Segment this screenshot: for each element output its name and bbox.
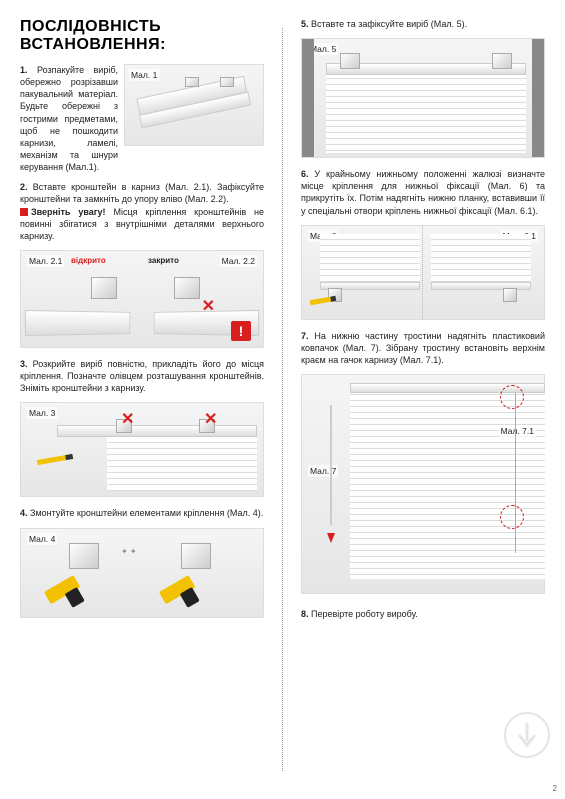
figure-2: Мал. 2.1 Мал. 2.2 відкрито закрито ✕ ! bbox=[20, 250, 264, 348]
step-6: 6. У крайньому нижньому положенні жалюзі… bbox=[301, 168, 545, 217]
warning-label: Зверніть увагу! bbox=[31, 207, 106, 217]
open-label: відкрито bbox=[71, 256, 106, 265]
step-7: 7. На нижню частину тростини надягніть п… bbox=[301, 330, 545, 366]
right-column: 5. Вставте та зафіксуйте виріб (Мал. 5).… bbox=[301, 18, 545, 781]
step-8-num: 8. bbox=[301, 609, 309, 619]
fig-7-label: Мал. 7 bbox=[308, 465, 338, 477]
figure-3: Мал. 3 ✕ ✕ bbox=[20, 402, 264, 497]
step-5: 5. Вставте та зафіксуйте виріб (Мал. 5). bbox=[301, 18, 545, 30]
step-1-text: Розпакуйте виріб, обережно розрізавши па… bbox=[20, 65, 118, 172]
alert-icon: ! bbox=[231, 321, 251, 341]
watermark-icon bbox=[503, 711, 551, 759]
column-divider bbox=[282, 28, 283, 771]
x-mark-icon: ✕ bbox=[204, 409, 217, 429]
left-column: ПОСЛІДОВНІСТЬ ВСТАНОВЛЕННЯ: 1. Розпакуйт… bbox=[20, 18, 264, 781]
fig-21-label: Мал. 2.1 bbox=[27, 255, 64, 267]
page-number: 2 bbox=[553, 784, 557, 793]
detail-callout bbox=[500, 505, 524, 529]
step-4-num: 4. bbox=[20, 508, 28, 518]
step-6-text: У крайньому нижньому положенні жалюзі ви… bbox=[301, 169, 545, 215]
step-3-text: Розкрийте виріб повністю, прикладіть йог… bbox=[20, 359, 264, 393]
step-7-text: На нижню частину тростини надягніть плас… bbox=[301, 331, 545, 365]
figure-1: Мал. 1 bbox=[124, 64, 264, 146]
step-8-text: Перевірте роботу виробу. bbox=[311, 609, 418, 619]
step-6-num: 6. bbox=[301, 169, 309, 179]
figure-6: Мал. 6 Мал. 6.1 bbox=[301, 225, 545, 320]
x-mark-icon: ✕ bbox=[202, 296, 215, 316]
fig-22-label: Мал. 2.2 bbox=[220, 255, 257, 267]
step-3-num: 3. bbox=[20, 359, 28, 369]
page-title: ПОСЛІДОВНІСТЬ ВСТАНОВЛЕННЯ: bbox=[20, 18, 264, 54]
drill-icon bbox=[37, 573, 90, 620]
step-1-num: 1. bbox=[20, 65, 28, 75]
close-label: закрито bbox=[148, 256, 179, 265]
step-7-num: 7. bbox=[301, 331, 309, 341]
fig-4-label: Мал. 4 bbox=[27, 533, 57, 545]
warning-icon bbox=[20, 208, 28, 216]
step-3: 3. Розкрийте виріб повністю, прикладіть … bbox=[20, 358, 264, 394]
step-4: 4. Змонтуйте кронштейни елементами кріпл… bbox=[20, 507, 264, 519]
drill-icon bbox=[152, 573, 205, 620]
x-mark-icon: ✕ bbox=[121, 409, 134, 429]
step-2-text: Вставте кронштейн в карниз (Мал. 2.1). З… bbox=[20, 182, 264, 204]
figure-4: Мал. 4 ✦ ✦ bbox=[20, 528, 264, 618]
step-1: 1. Розпакуйте виріб, обережно розрізавши… bbox=[20, 64, 264, 181]
step-2-num: 2. bbox=[20, 182, 28, 192]
fig-1-label: Мал. 1 bbox=[129, 69, 159, 81]
tassel-icon bbox=[327, 533, 335, 543]
figure-5: Мал. 5 bbox=[301, 38, 545, 158]
step-8: 8. Перевірте роботу виробу. bbox=[301, 608, 545, 620]
fig-71-label: Мал. 7.1 bbox=[499, 425, 536, 437]
step-2: 2. Вставте кронштейн в карниз (Мал. 2.1)… bbox=[20, 181, 264, 242]
step-5-text: Вставте та зафіксуйте виріб (Мал. 5). bbox=[311, 19, 467, 29]
detail-callout bbox=[500, 385, 524, 409]
fig-3-label: Мал. 3 bbox=[27, 407, 57, 419]
step-4-text: Змонтуйте кронштейни елементами кріпленн… bbox=[30, 508, 263, 518]
figure-7: Мал. 7 Мал. 7.1 bbox=[301, 374, 545, 594]
step-5-num: 5. bbox=[301, 19, 309, 29]
